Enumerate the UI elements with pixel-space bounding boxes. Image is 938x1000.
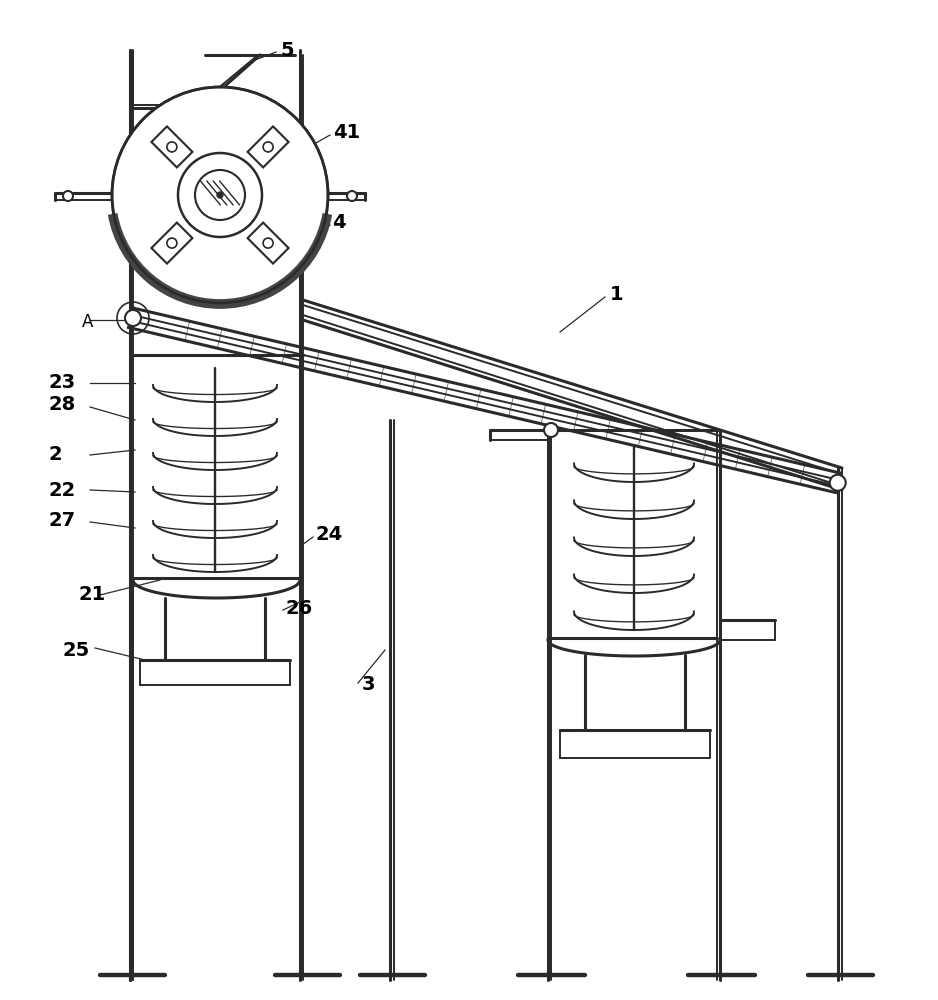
Circle shape [178, 153, 262, 237]
Circle shape [263, 238, 273, 248]
Text: 1: 1 [610, 286, 624, 304]
Text: 5: 5 [280, 40, 294, 60]
Text: 22: 22 [48, 481, 75, 499]
Text: 25: 25 [62, 641, 89, 660]
Circle shape [63, 191, 73, 201]
Circle shape [347, 191, 357, 201]
Text: 3: 3 [362, 676, 375, 694]
Circle shape [544, 423, 558, 437]
Text: 26: 26 [285, 598, 312, 617]
Circle shape [112, 87, 328, 303]
Circle shape [217, 192, 223, 198]
Circle shape [167, 142, 177, 152]
Circle shape [125, 310, 141, 326]
Circle shape [830, 475, 846, 491]
Circle shape [263, 142, 273, 152]
Text: 4: 4 [332, 213, 345, 232]
Text: 27: 27 [48, 510, 75, 530]
Text: 24: 24 [315, 526, 342, 544]
Text: 28: 28 [48, 395, 75, 414]
Text: 23: 23 [48, 373, 75, 392]
Text: 21: 21 [78, 585, 105, 604]
Circle shape [167, 238, 177, 248]
Polygon shape [151, 126, 192, 167]
Text: 41: 41 [333, 123, 360, 142]
Polygon shape [151, 223, 192, 264]
Text: 2: 2 [48, 446, 62, 464]
Polygon shape [248, 223, 289, 264]
Circle shape [195, 170, 245, 220]
Polygon shape [248, 126, 289, 167]
Text: A: A [82, 313, 94, 331]
